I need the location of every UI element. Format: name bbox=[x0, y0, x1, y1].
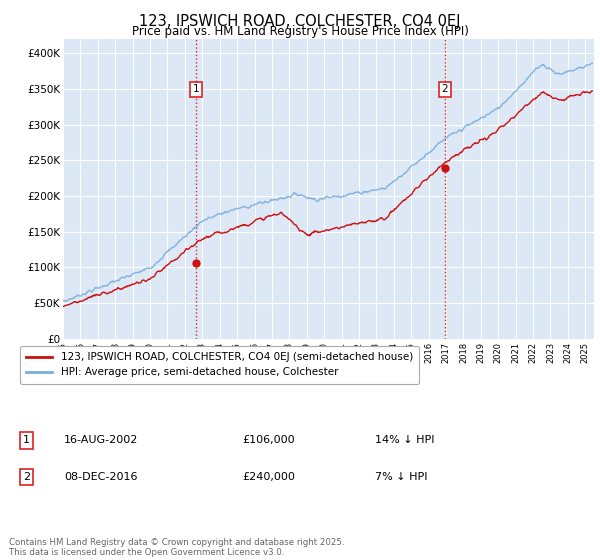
Text: 1: 1 bbox=[23, 435, 30, 445]
Text: 2: 2 bbox=[442, 84, 448, 94]
Text: 123, IPSWICH ROAD, COLCHESTER, CO4 0EJ: 123, IPSWICH ROAD, COLCHESTER, CO4 0EJ bbox=[139, 14, 461, 29]
Text: 7% ↓ HPI: 7% ↓ HPI bbox=[375, 472, 427, 482]
Text: 2: 2 bbox=[23, 472, 30, 482]
Text: 1: 1 bbox=[193, 84, 199, 94]
Text: 16-AUG-2002: 16-AUG-2002 bbox=[64, 435, 138, 445]
Text: £106,000: £106,000 bbox=[242, 435, 295, 445]
Text: 08-DEC-2016: 08-DEC-2016 bbox=[64, 472, 137, 482]
Text: £240,000: £240,000 bbox=[242, 472, 295, 482]
Text: 14% ↓ HPI: 14% ↓ HPI bbox=[375, 435, 434, 445]
Text: Contains HM Land Registry data © Crown copyright and database right 2025.
This d: Contains HM Land Registry data © Crown c… bbox=[9, 538, 344, 557]
Legend: 123, IPSWICH ROAD, COLCHESTER, CO4 0EJ (semi-detached house), HPI: Average price: 123, IPSWICH ROAD, COLCHESTER, CO4 0EJ (… bbox=[20, 346, 419, 384]
Text: Price paid vs. HM Land Registry's House Price Index (HPI): Price paid vs. HM Land Registry's House … bbox=[131, 25, 469, 38]
